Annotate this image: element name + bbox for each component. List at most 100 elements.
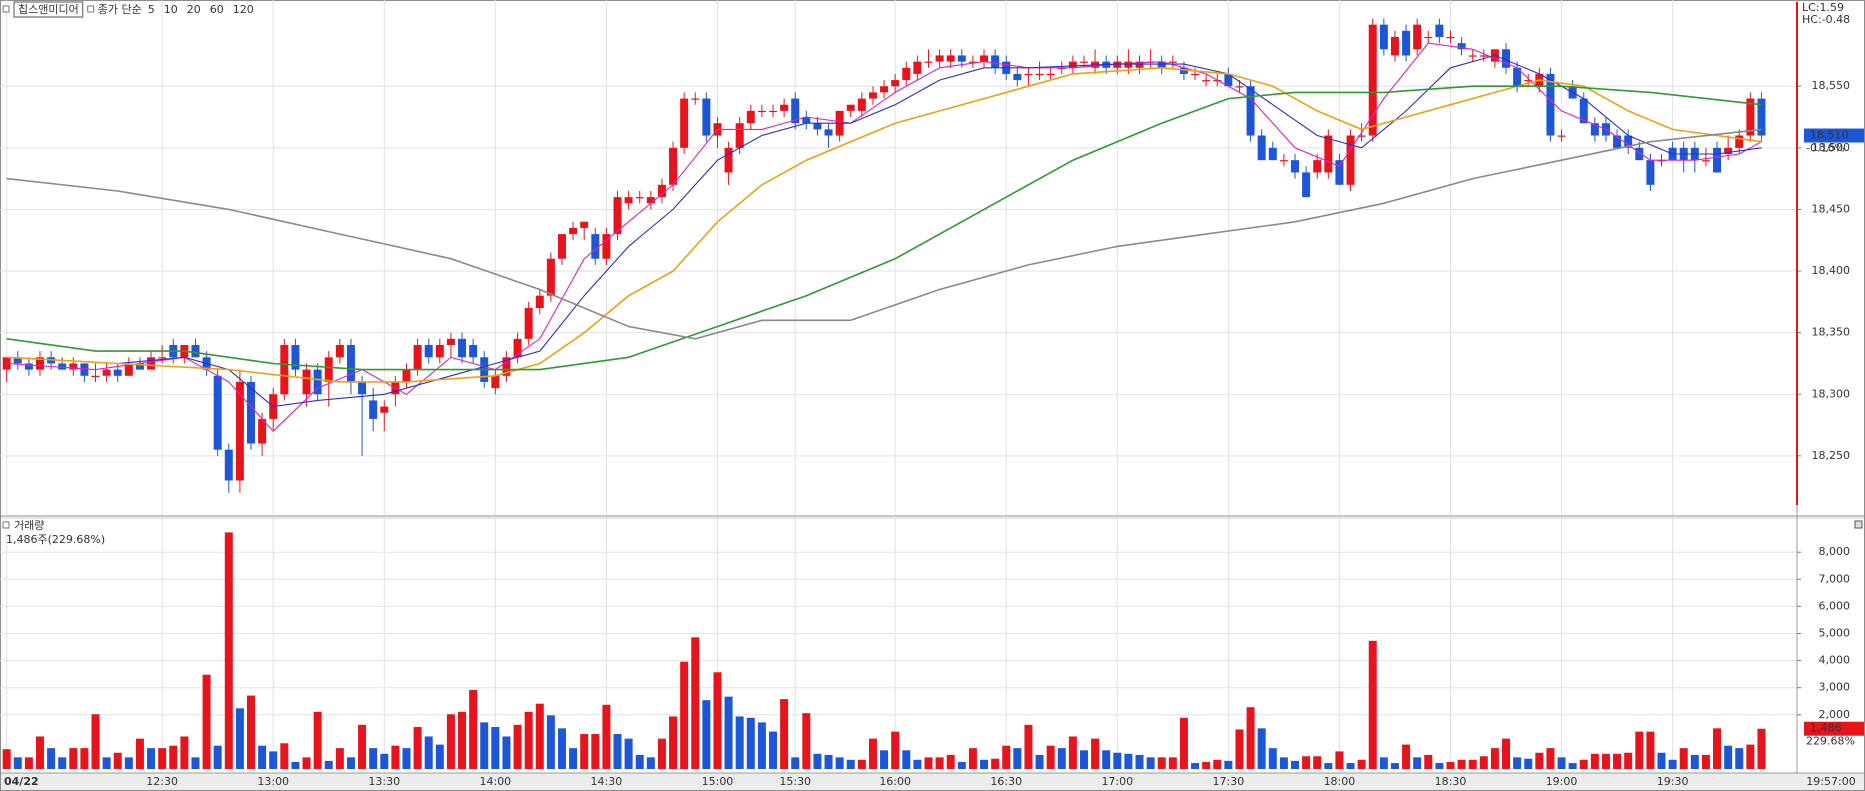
- candle-body: [1479, 55, 1488, 57]
- volume-bar: [702, 700, 711, 769]
- volume-bar: [1235, 729, 1244, 769]
- volume-bar: [1024, 724, 1033, 769]
- moving-average-line: [6, 54, 1762, 408]
- candle-body: [324, 357, 333, 382]
- volume-title: 거래량: [14, 519, 44, 532]
- candle-body: [1657, 160, 1666, 162]
- volume-bar: [1102, 750, 1111, 769]
- candle-body: [846, 104, 855, 111]
- candle-body: [1424, 36, 1433, 39]
- x-tick-label: 19:00: [1546, 775, 1578, 788]
- volume-bar: [980, 759, 989, 769]
- volume-bar: [1068, 736, 1077, 769]
- x-tick-label: 17:30: [1213, 775, 1245, 788]
- candle-body: [1402, 30, 1411, 56]
- candle-body: [1724, 147, 1733, 155]
- candle-body: [224, 449, 233, 481]
- candle-body: [657, 184, 666, 198]
- volume-bar: [1146, 757, 1155, 769]
- volume-bar: [957, 761, 966, 769]
- y-tick-label: 18,300: [1812, 387, 1851, 400]
- candle-body: [691, 98, 700, 100]
- y-tick-label: 4,000: [1819, 654, 1851, 667]
- candle-body: [646, 197, 655, 204]
- candle-body: [446, 338, 455, 345]
- candle-body: [69, 363, 78, 370]
- candle-body: [1246, 86, 1255, 136]
- y-tick-label: 18,250: [1812, 449, 1851, 462]
- volume-bar: [191, 757, 200, 769]
- volume-bar: [1624, 752, 1633, 769]
- candle-body: [546, 258, 555, 296]
- candle-body: [1068, 61, 1077, 68]
- volume-bar: [435, 744, 444, 769]
- volume-bar: [1257, 728, 1266, 769]
- candle-body: [335, 344, 344, 358]
- y-tick-label: 6,000: [1819, 599, 1851, 612]
- legend-entry: 60: [210, 3, 224, 16]
- candle-body: [757, 110, 766, 113]
- volume-bar: [835, 757, 844, 769]
- volume-bar: [1046, 745, 1055, 769]
- volume-bar: [1457, 759, 1466, 769]
- volume-bar: [402, 748, 411, 769]
- candle-body: [213, 375, 222, 450]
- volume-bar: [202, 674, 211, 769]
- volume-bar: [935, 757, 944, 769]
- candle-body: [1446, 36, 1455, 39]
- candle-body: [735, 123, 744, 148]
- candle-body: [1179, 67, 1188, 74]
- moving-average-line: [6, 66, 1762, 383]
- candle-body: [935, 55, 944, 62]
- volume-bar: [1335, 751, 1344, 769]
- volume-bar: [1402, 744, 1411, 769]
- volume-bar: [1735, 748, 1744, 769]
- candle-body: [1590, 123, 1599, 136]
- volume-bar: [1057, 748, 1066, 769]
- volume-bar: [313, 711, 322, 769]
- moving-average-line: [6, 85, 1762, 371]
- candle-body: [1135, 61, 1144, 68]
- candle-body: [1646, 160, 1655, 185]
- volume-bar: [768, 731, 777, 769]
- candle-body: [1013, 73, 1022, 81]
- volume-bar: [391, 745, 400, 769]
- candle-body: [1168, 61, 1177, 63]
- candle-body: [946, 55, 955, 62]
- candle-body: [557, 234, 566, 259]
- candle-body: [380, 406, 389, 413]
- volume-bar: [1546, 748, 1555, 769]
- candle-body: [402, 369, 411, 382]
- volume-bar: [247, 695, 256, 769]
- volume-bar: [891, 731, 900, 769]
- candle-body: [791, 98, 800, 124]
- volume-bar: [991, 758, 1000, 769]
- volume-bar: [1124, 753, 1133, 769]
- volume-bar: [1468, 759, 1477, 769]
- volume-bar: [1013, 748, 1022, 769]
- candle-body: [1279, 160, 1288, 162]
- volume-bar: [1502, 738, 1511, 769]
- volume-bar: [902, 750, 911, 769]
- y-tick-label: 2,000: [1819, 708, 1851, 721]
- volume-bar: [1757, 728, 1766, 769]
- candle-body: [880, 86, 889, 93]
- candle-body: [1557, 135, 1566, 137]
- volume-bar: [513, 724, 522, 769]
- candle-body: [235, 381, 244, 481]
- volume-bar: [1568, 763, 1577, 769]
- candle-body: [1757, 98, 1766, 136]
- volume-bar: [557, 728, 566, 769]
- volume-bar: [868, 738, 877, 769]
- volume-bar: [235, 708, 244, 769]
- volume-bar: [924, 757, 933, 769]
- volume-bar: [1668, 759, 1677, 769]
- candle-body: [669, 147, 678, 185]
- candle-body: [1324, 135, 1333, 173]
- volume-bar: [624, 738, 633, 769]
- legend-entry: 5: [148, 3, 155, 16]
- volume-subtitle: 1,486주(229.68%): [6, 533, 105, 546]
- volume-bar: [1202, 761, 1211, 769]
- candle-body: [902, 67, 911, 81]
- volume-bar: [1657, 752, 1666, 769]
